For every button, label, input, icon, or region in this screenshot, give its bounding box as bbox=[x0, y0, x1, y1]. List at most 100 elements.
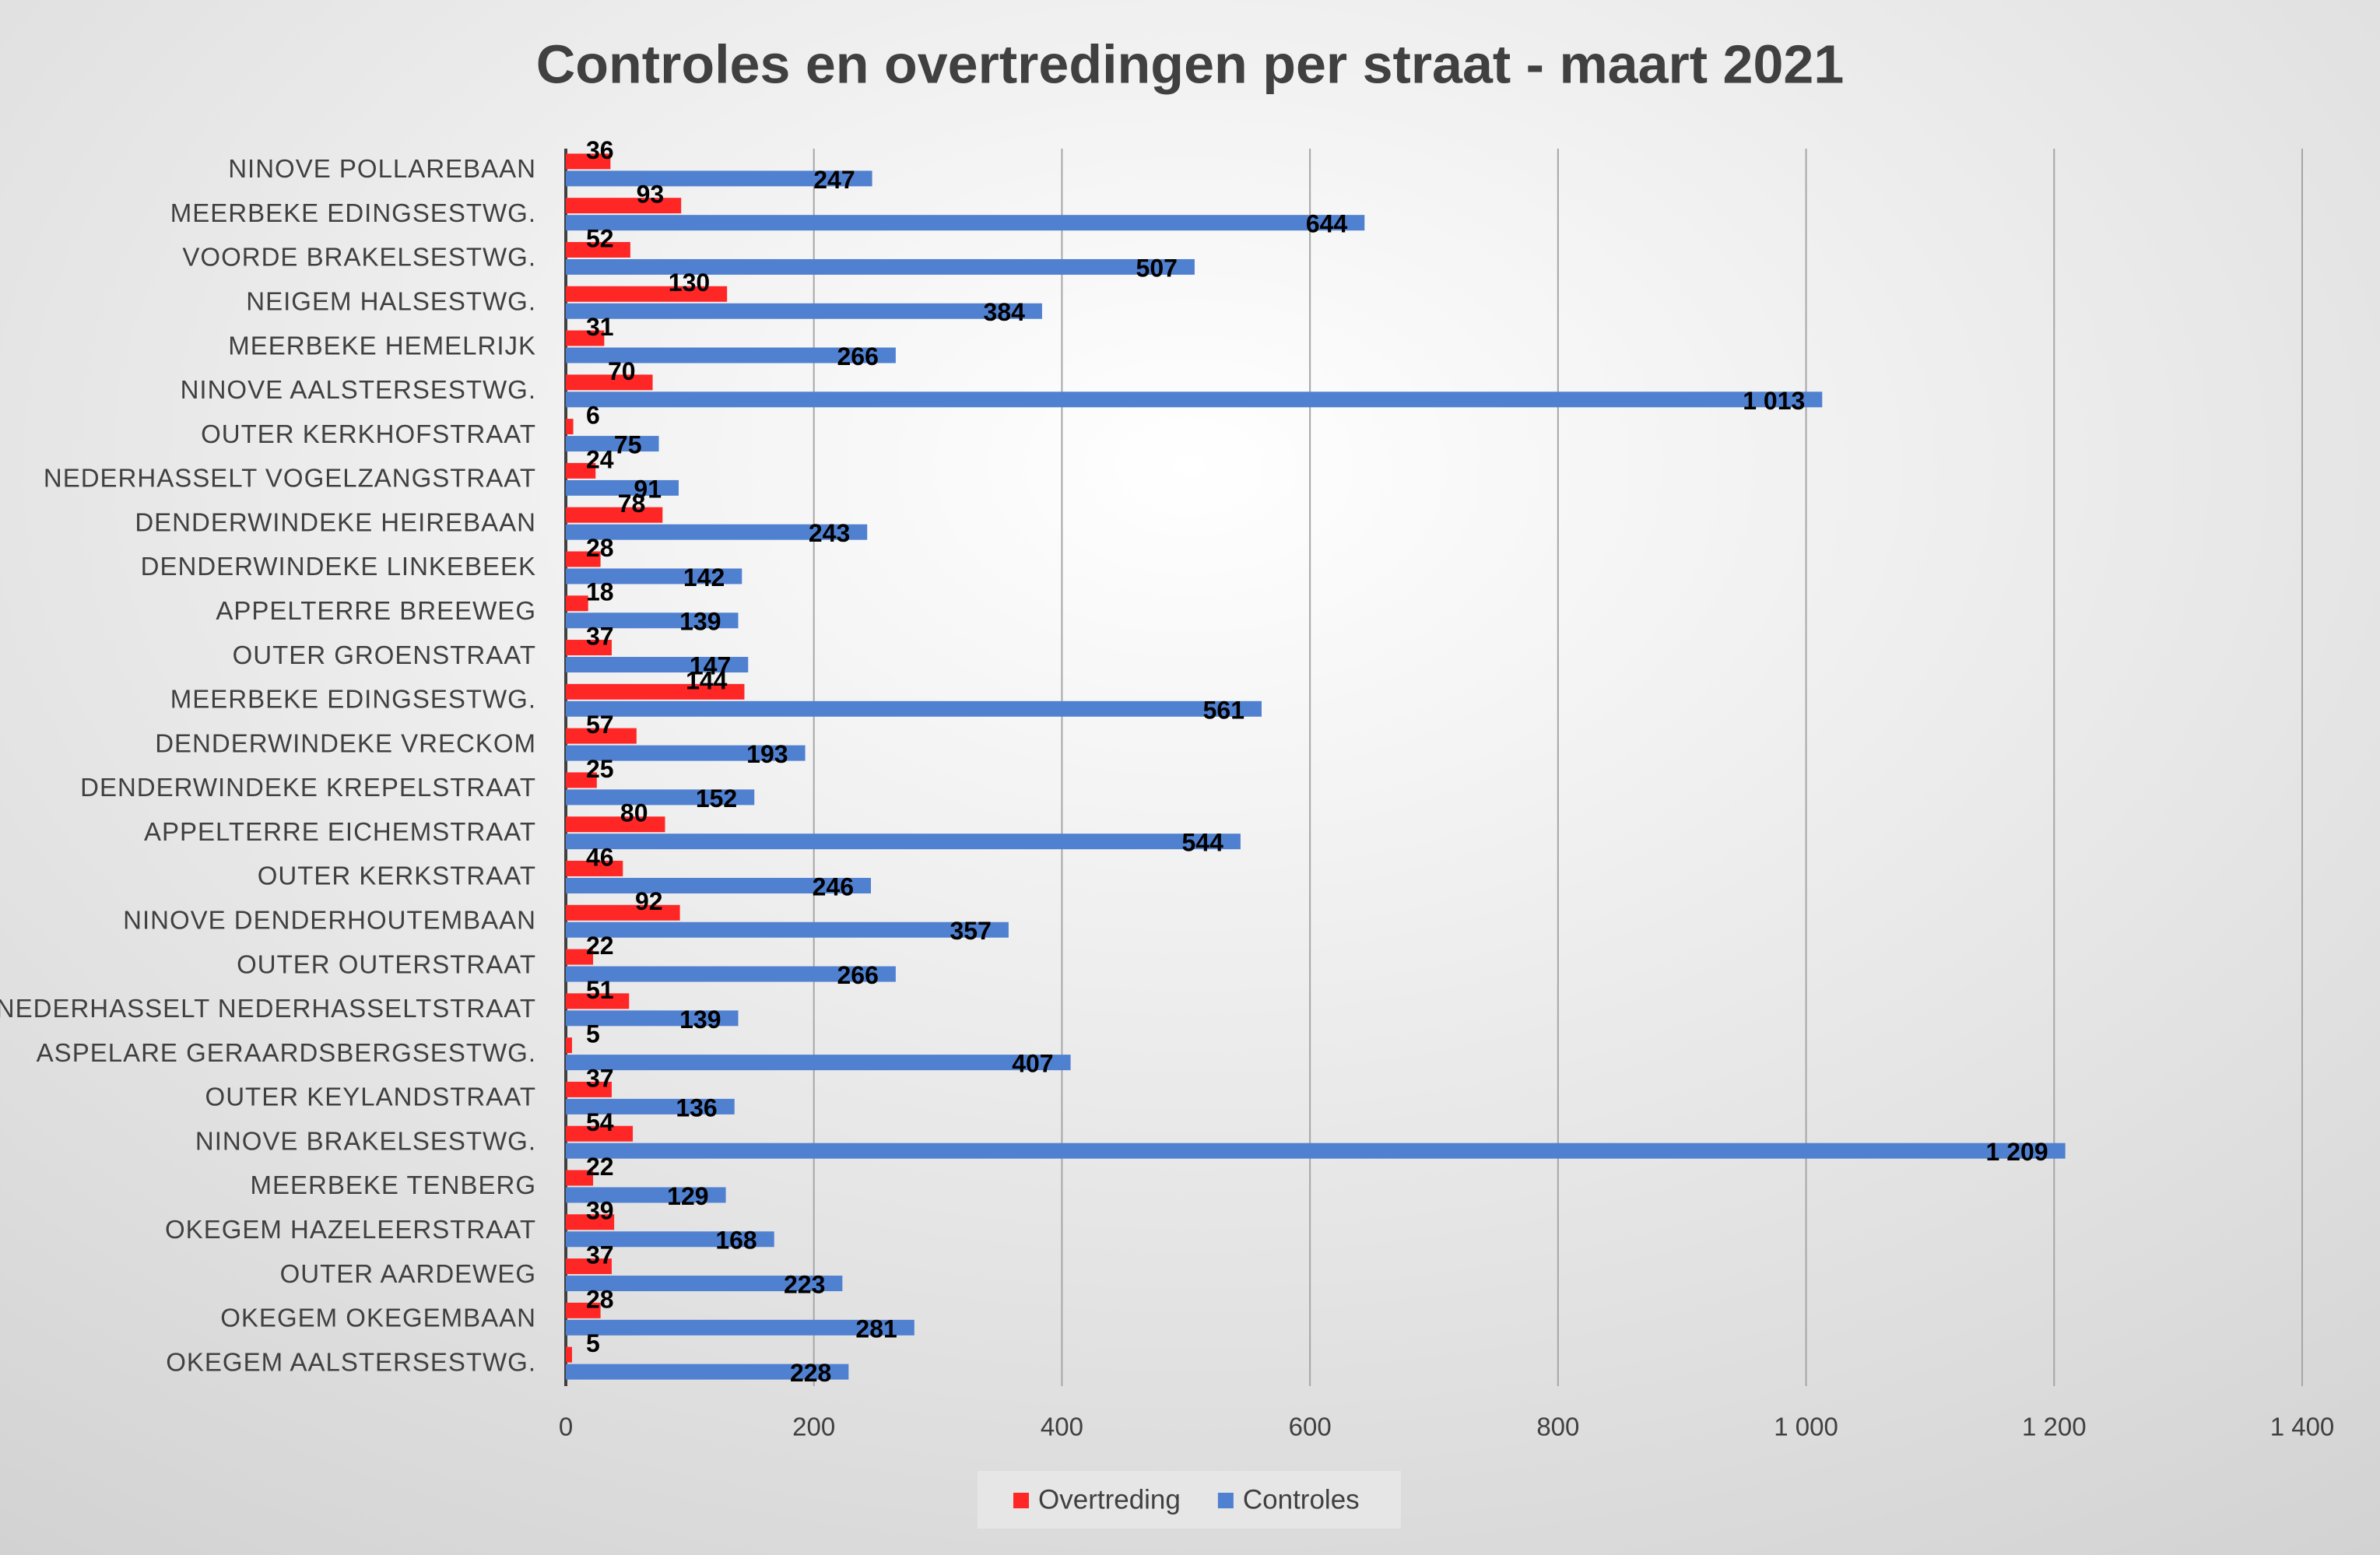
data-label: 266 bbox=[837, 961, 878, 989]
bar bbox=[566, 436, 659, 452]
bar bbox=[566, 153, 611, 170]
bar bbox=[566, 1037, 572, 1054]
y-tick-label: MEERBEKE HEMELRIJK bbox=[228, 331, 536, 360]
bar bbox=[566, 479, 679, 496]
bar bbox=[566, 1010, 739, 1027]
data-label: 37 bbox=[586, 622, 614, 650]
data-label: 281 bbox=[855, 1315, 897, 1343]
data-label: 6 bbox=[586, 402, 600, 430]
data-label: 28 bbox=[586, 1285, 614, 1313]
y-tick-label: OUTER KEYLANDSTRAAT bbox=[205, 1083, 536, 1111]
y-tick-label: OKEGEM OKEGEMBAAN bbox=[220, 1304, 536, 1332]
data-label: 78 bbox=[618, 490, 646, 518]
bar bbox=[566, 993, 630, 1009]
data-label: 223 bbox=[784, 1270, 825, 1298]
data-label: 147 bbox=[690, 651, 731, 679]
y-tick-label: OUTER GROENSTRAAT bbox=[233, 641, 536, 669]
bar bbox=[566, 258, 1195, 275]
data-label: 37 bbox=[586, 1241, 614, 1269]
y-tick-label: DENDERWINDEKE HEIREBAAN bbox=[135, 507, 536, 536]
bar bbox=[566, 1302, 601, 1318]
data-label: 70 bbox=[608, 357, 636, 385]
bar bbox=[566, 877, 872, 893]
bar bbox=[566, 966, 896, 982]
bar bbox=[566, 507, 663, 523]
data-label: 54 bbox=[586, 1108, 614, 1136]
data-label: 25 bbox=[586, 755, 614, 783]
bar bbox=[566, 772, 597, 788]
bar bbox=[566, 789, 755, 806]
data-label: 93 bbox=[637, 181, 665, 209]
bar bbox=[566, 640, 612, 656]
data-label: 243 bbox=[809, 519, 850, 547]
y-tick-label: NINOVE POLLAREBAAN bbox=[228, 154, 536, 183]
bar bbox=[566, 683, 745, 700]
bar bbox=[566, 657, 749, 673]
bar bbox=[566, 1055, 1071, 1071]
data-label: 5 bbox=[586, 1020, 600, 1048]
bar bbox=[566, 551, 601, 567]
data-label: 22 bbox=[586, 932, 614, 960]
data-label: 152 bbox=[696, 785, 737, 813]
bar bbox=[566, 215, 1365, 231]
bar bbox=[566, 816, 665, 833]
bar bbox=[566, 921, 1009, 938]
data-label: 52 bbox=[586, 224, 614, 252]
y-tick-label: DENDERWINDEKE KREPELSTRAAT bbox=[80, 773, 536, 802]
bar bbox=[566, 1098, 735, 1114]
bar bbox=[566, 1187, 726, 1203]
bar bbox=[566, 1231, 774, 1248]
x-tick-label: 800 bbox=[1536, 1413, 1579, 1441]
data-label: 51 bbox=[586, 976, 614, 1004]
y-tick-label: ASPELARE GERAARDSBERGSESTWG. bbox=[37, 1038, 536, 1067]
bar bbox=[566, 241, 630, 258]
data-label: 5 bbox=[586, 1329, 600, 1357]
legend-swatch bbox=[1217, 1493, 1234, 1508]
x-tick-label: 600 bbox=[1289, 1413, 1332, 1441]
data-label: 228 bbox=[790, 1359, 831, 1387]
bar bbox=[566, 198, 682, 214]
y-tick-label: MEERBEKE EDINGSESTWG. bbox=[170, 685, 536, 714]
data-label: 1 209 bbox=[1986, 1138, 2048, 1166]
bar bbox=[566, 613, 739, 629]
data-label: 644 bbox=[1306, 210, 1348, 238]
bar bbox=[566, 568, 742, 584]
legend-label: Controles bbox=[1243, 1484, 1360, 1515]
legend-swatch bbox=[1013, 1493, 1029, 1508]
data-label: 80 bbox=[620, 799, 648, 827]
y-tick-label: NINOVE AALSTERSESTWG. bbox=[181, 375, 536, 404]
data-label: 46 bbox=[586, 843, 614, 871]
x-tick-label: 1 200 bbox=[2022, 1413, 2087, 1441]
y-tick-label: DENDERWINDEKE VRECKOM bbox=[155, 728, 536, 757]
data-label: 91 bbox=[634, 475, 662, 503]
data-label: 561 bbox=[1203, 696, 1244, 724]
bar bbox=[566, 1170, 594, 1186]
data-label: 407 bbox=[1012, 1050, 1053, 1078]
y-tick-label: OUTER AARDEWEG bbox=[280, 1259, 536, 1288]
bar bbox=[566, 860, 623, 876]
data-label: 139 bbox=[679, 1006, 721, 1034]
chart-title: Controles en overtredingen per straat - … bbox=[536, 33, 1845, 94]
data-label: 142 bbox=[683, 563, 725, 591]
bar bbox=[566, 1276, 843, 1292]
y-tick-label: NEIGEM HALSESTWG. bbox=[246, 286, 536, 315]
bar bbox=[566, 904, 680, 921]
data-label: 57 bbox=[586, 711, 614, 739]
bar bbox=[566, 347, 896, 363]
data-label: 92 bbox=[635, 887, 663, 915]
data-label: 39 bbox=[586, 1197, 614, 1225]
bar bbox=[566, 1258, 612, 1275]
x-tick-label: 200 bbox=[792, 1413, 835, 1441]
data-label: 31 bbox=[586, 313, 614, 341]
data-label: 36 bbox=[586, 136, 614, 164]
legend-label: Overtreding bbox=[1038, 1484, 1181, 1515]
data-label: 507 bbox=[1136, 254, 1178, 282]
y-tick-label: NINOVE BRAKELSESTWG. bbox=[195, 1126, 536, 1155]
data-label: 28 bbox=[586, 534, 614, 562]
data-label: 357 bbox=[950, 917, 992, 945]
y-tick-label: MEERBEKE TENBERG bbox=[251, 1171, 536, 1199]
data-label: 168 bbox=[715, 1227, 756, 1255]
bar bbox=[566, 728, 637, 744]
